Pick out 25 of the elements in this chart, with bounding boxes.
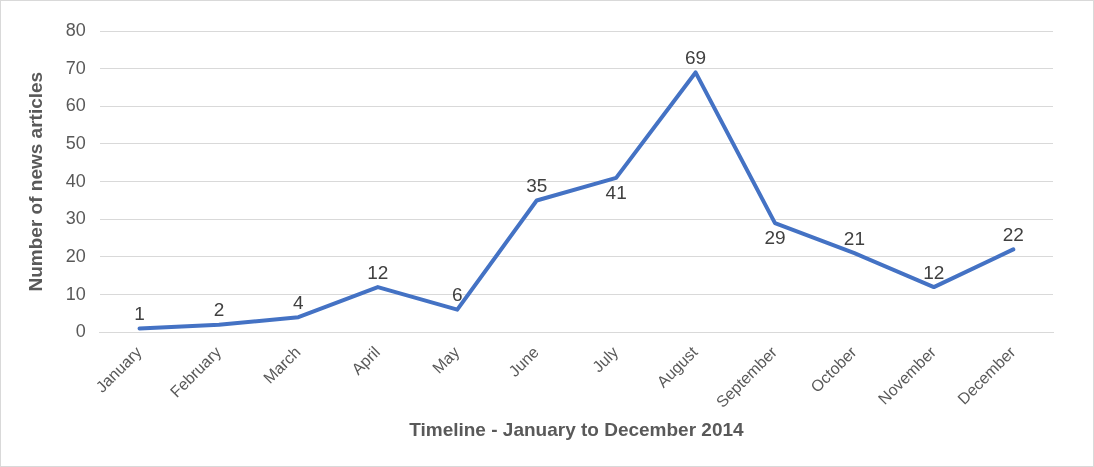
y-tick-label: 30 [65,208,86,229]
y-tick-label: 60 [65,95,86,116]
data-label: 12 [923,261,945,283]
y-tick-label: 0 [75,321,86,342]
y-tick-label: 20 [65,245,86,266]
y-tick-label: 80 [65,19,86,40]
data-label: 4 [293,291,305,313]
y-tick-label: 10 [65,283,86,304]
data-label: 2 [213,299,225,321]
data-label: 69 [684,47,707,69]
data-label: 6 [451,284,463,306]
x-axis-title: Timeline - January to December 2014 [409,418,745,440]
y-axis-title: Number of news articles [24,71,46,292]
y-tick-label: 50 [65,132,86,153]
data-label: 35 [526,175,548,197]
data-label: 1 [134,303,145,325]
data-label: 41 [605,181,627,203]
data-label: 29 [764,226,786,248]
data-label: 12 [367,261,389,283]
data-label: 21 [843,227,865,249]
y-tick-label: 70 [65,57,86,78]
x-tick-label: May [429,343,463,377]
y-tick-label: 40 [65,170,86,191]
data-label: 22 [1002,224,1024,246]
x-tick-label: July [589,343,622,376]
